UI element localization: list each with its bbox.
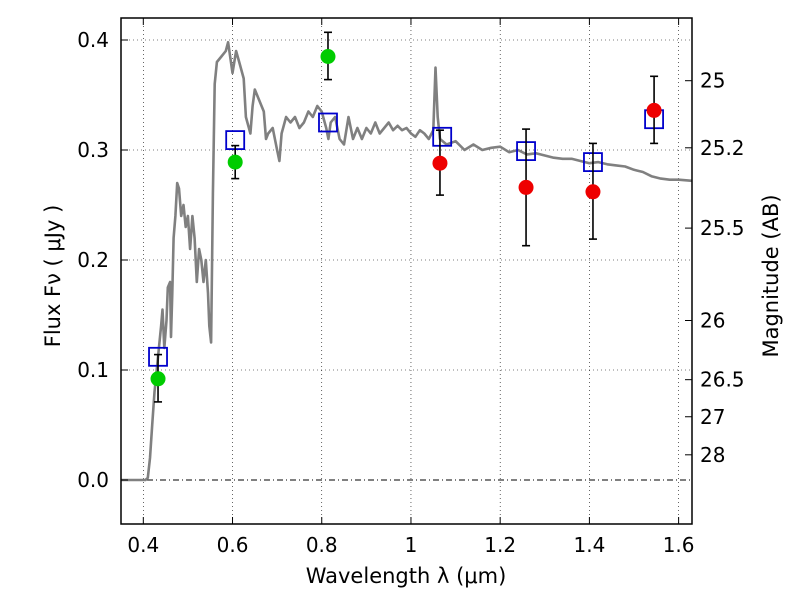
model-spectrum-line: [121, 40, 693, 482]
plot-frame: [120, 17, 693, 525]
series-layer: [121, 31, 693, 482]
right-tick-label: 26.5: [700, 368, 745, 392]
y-tick-label: 0.4: [77, 28, 109, 52]
data-point: [227, 154, 243, 170]
right-tick-label: 27: [700, 405, 725, 429]
data-point: [150, 371, 166, 387]
y-axis-label: Flux Fν ( μJy ): [41, 205, 65, 348]
right-tick-label: 25.2: [700, 136, 745, 160]
right-tick-label: 28: [700, 443, 725, 467]
data-point: [585, 184, 601, 200]
right-tick-label: 26: [700, 309, 725, 333]
right-axis-label: Magnitude (AB): [759, 194, 783, 357]
y-tick-label: 0.3: [77, 138, 109, 162]
model-point: [432, 126, 453, 147]
data-point: [320, 49, 336, 64]
model-point: [318, 112, 338, 133]
data-point: [518, 179, 534, 195]
x-tick-label: 1.2: [484, 533, 516, 557]
x-tick-label: 1.6: [663, 533, 695, 557]
x-tick-label: 0.8: [306, 533, 338, 557]
y-tick-label: 0.0: [77, 468, 109, 492]
y-tick-label: 0.2: [77, 248, 109, 272]
data-point: [646, 102, 662, 118]
right-tick-label: 25.5: [700, 216, 745, 240]
right-tick-label: 25: [700, 69, 725, 93]
ticks: 0.4 0.6 0.8 1 1.2 1.4 1.6 0.0 0.1 0.2 0.3 0.4 25 25.2…: [77, 18, 745, 557]
x-tick-label: 0.6: [217, 533, 249, 557]
x-tick-label: 0.4: [127, 533, 159, 557]
x-tick-label: 1: [405, 533, 418, 557]
grid: [121, 18, 692, 524]
x-axis-label: Wavelength λ (μm): [306, 564, 507, 588]
x-tick-label: 1.4: [573, 533, 605, 557]
data-point: [432, 155, 448, 171]
y-tick-label: 0.1: [77, 358, 109, 382]
